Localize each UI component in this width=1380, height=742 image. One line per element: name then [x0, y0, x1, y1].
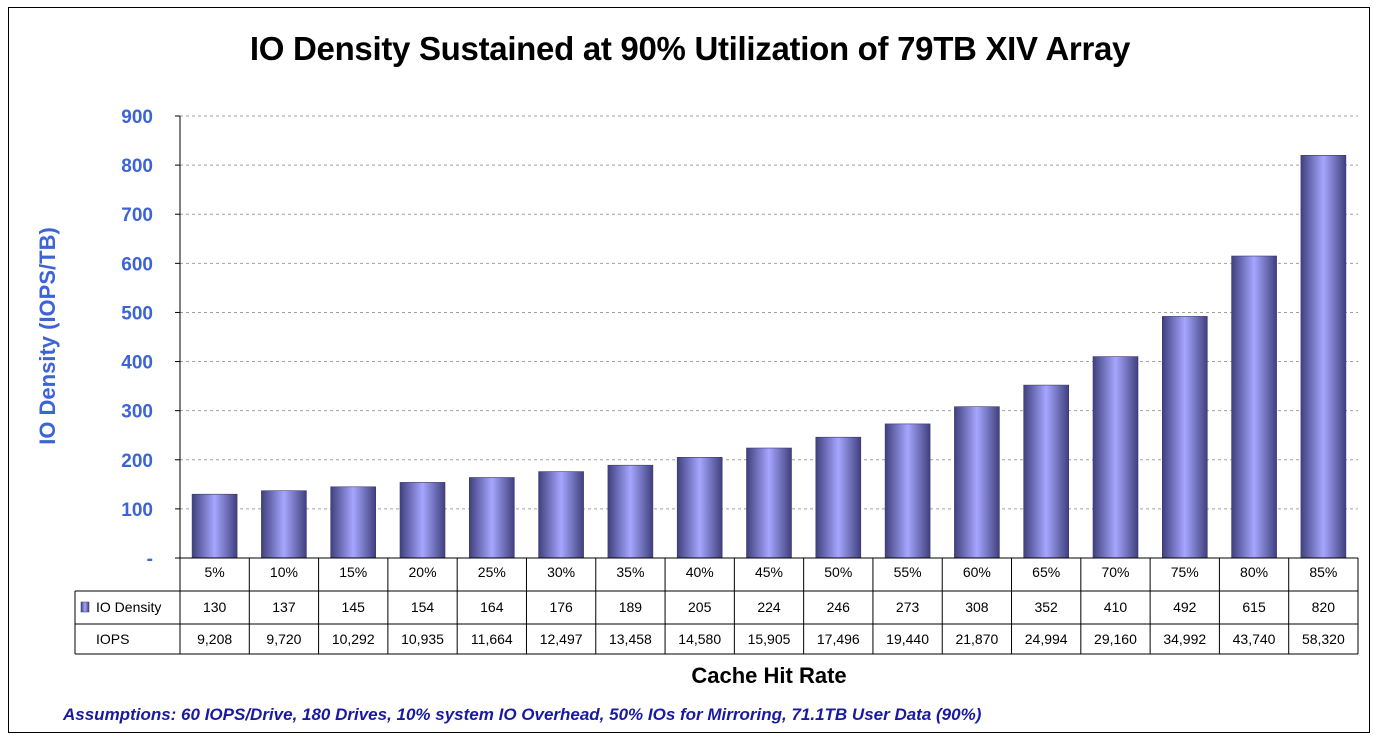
data-label: 154 — [411, 599, 435, 615]
chart-frame — [8, 7, 1370, 733]
data-label: 410 — [1104, 599, 1128, 615]
category-label: 40% — [686, 564, 714, 580]
data-label: 145 — [342, 599, 366, 615]
data-label: 615 — [1242, 599, 1266, 615]
table-cell: 12,497 — [540, 631, 583, 647]
bar — [468, 477, 515, 559]
data-label: 273 — [896, 599, 920, 615]
category-label: 15% — [339, 564, 367, 580]
bar — [746, 447, 792, 559]
data-label: 137 — [272, 599, 296, 615]
bar — [676, 456, 723, 559]
table-cell: 58,320 — [1302, 631, 1345, 647]
category-label: 50% — [824, 564, 852, 580]
data-label: 189 — [619, 599, 643, 615]
bar — [261, 490, 307, 559]
bar — [191, 493, 238, 559]
category-label: 80% — [1240, 564, 1268, 580]
category-label: 35% — [616, 564, 644, 580]
table-cell: 13,458 — [609, 631, 652, 647]
data-label: 246 — [827, 599, 851, 615]
data-label: 492 — [1173, 599, 1197, 615]
table-cell: 10,935 — [401, 631, 444, 647]
bar — [538, 471, 584, 559]
table-cell: 9,208 — [197, 631, 232, 647]
table-cell: 10,292 — [332, 631, 375, 647]
table-cell: 9,720 — [266, 631, 301, 647]
category-label: 70% — [1101, 564, 1129, 580]
data-label: 820 — [1312, 599, 1336, 615]
y-tick-label: - — [147, 549, 153, 570]
y-tick-label: 100 — [121, 500, 153, 521]
category-label: 55% — [894, 564, 922, 580]
y-tick-label: 700 — [121, 205, 153, 226]
data-label: 224 — [757, 599, 781, 615]
y-tick-label: 800 — [121, 156, 153, 177]
legend-swatch — [80, 601, 90, 613]
category-label: 10% — [270, 564, 298, 580]
bar — [399, 482, 446, 559]
table-cell: 24,994 — [1025, 631, 1068, 647]
assumptions-note: Assumptions: 60 IOPS/Drive, 180 Drives, … — [63, 705, 982, 724]
bar — [607, 464, 654, 559]
table-cell: 43,740 — [1233, 631, 1276, 647]
table-cell: 17,496 — [817, 631, 860, 647]
category-label: 65% — [1032, 564, 1060, 580]
table-cell: 19,440 — [886, 631, 929, 647]
x-axis-label: Cache Hit Rate — [691, 663, 847, 688]
bar — [1300, 155, 1347, 559]
axes: - 100 200 300 400 500 600 700 800 900 — [121, 107, 181, 570]
bars — [191, 155, 1347, 559]
chart-title: IO Density Sustained at 90% Utilization … — [249, 30, 1131, 67]
legend-label: IO Density — [96, 599, 161, 615]
table-cell: 15,905 — [748, 631, 791, 647]
table-cell: 14,580 — [678, 631, 721, 647]
table-cell: 29,160 — [1094, 631, 1137, 647]
category-label: 75% — [1171, 564, 1199, 580]
table-row-label: IOPS — [96, 631, 129, 647]
y-tick-label: 400 — [121, 353, 153, 374]
bar — [884, 423, 931, 559]
category-label: 85% — [1309, 564, 1337, 580]
data-label: 352 — [1034, 599, 1058, 615]
bar — [954, 406, 1000, 559]
category-label: 60% — [963, 564, 991, 580]
y-tick-label: 900 — [121, 107, 153, 128]
y-tick-label: 200 — [121, 451, 153, 472]
category-label: 20% — [409, 564, 437, 580]
table-cell: 21,870 — [955, 631, 998, 647]
data-label: 205 — [688, 599, 712, 615]
y-tick-label: 600 — [121, 254, 153, 275]
y-tick-label: 500 — [121, 303, 153, 324]
bar — [815, 436, 862, 559]
category-label: 30% — [547, 564, 575, 580]
data-table: 5% 10% 15% 20% 25% 30% 35% 40% 45% 50% 55% 60% 65% 70… — [74, 557, 1359, 655]
bar — [330, 486, 377, 559]
bar — [1231, 255, 1277, 559]
bar — [1023, 384, 1070, 559]
table-cell: 11,664 — [471, 631, 513, 647]
category-label: 25% — [478, 564, 506, 580]
category-label: 45% — [755, 564, 783, 580]
data-label: 308 — [965, 599, 989, 615]
data-label: 164 — [480, 599, 504, 615]
data-label: 176 — [549, 599, 573, 615]
y-tick-label: 300 — [121, 402, 153, 423]
category-label: 5% — [205, 564, 225, 580]
table-cell: 34,992 — [1163, 631, 1206, 647]
bar — [1162, 316, 1208, 559]
data-label: 130 — [203, 599, 227, 615]
bar — [1092, 356, 1139, 559]
